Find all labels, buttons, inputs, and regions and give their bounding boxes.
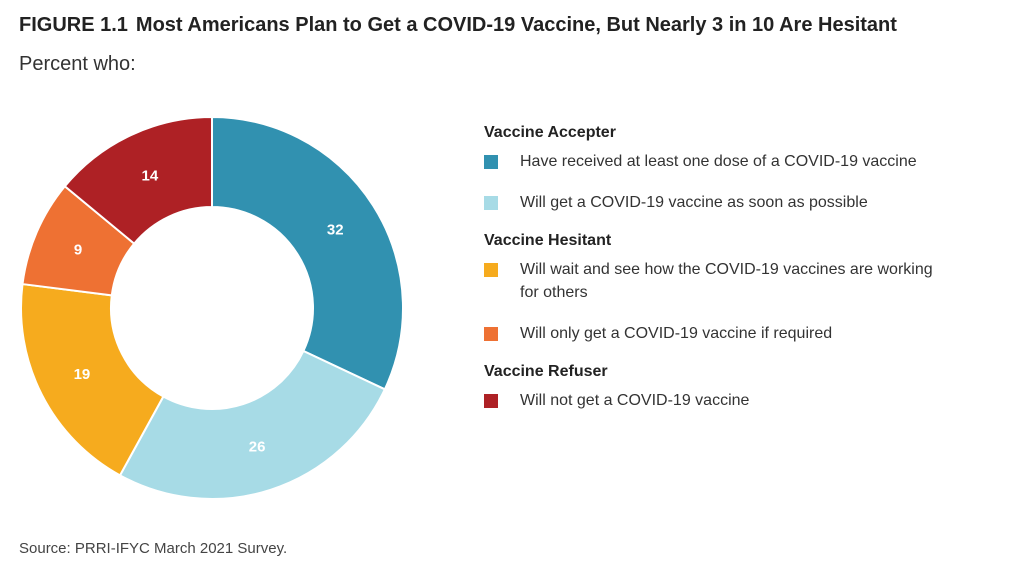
source-note: Source: PRRI-IFYC March 2021 Survey.: [19, 540, 288, 557]
legend-label-if-required: Will only get a COVID-19 vaccine if requ…: [520, 325, 833, 342]
legend-group-refuser: Vaccine Refuser Will not get a COVID-19 …: [484, 363, 1004, 412]
legend-group-title-refuser: Vaccine Refuser: [484, 363, 608, 380]
legend-label-asap: Will get a COVID-19 vaccine as soon as p…: [520, 194, 868, 211]
data-label-received-dose: 32: [327, 221, 344, 238]
legend-label-received-dose: Have received at least one dose of a COV…: [520, 153, 917, 170]
legend-label-will-not: Will not get a COVID-19 vaccine: [520, 392, 750, 409]
chart-subtitle: Percent who:: [19, 53, 136, 75]
donut-slice-received-dose: [211, 115, 404, 391]
legend-group-accepter: Vaccine Accepter Have received at least …: [484, 124, 1004, 214]
chart-title: FIGURE 1.1 Most Americans Plan to Get a C…: [19, 14, 897, 37]
legend-swatch-asap: [484, 196, 498, 210]
legend-item-asap: Will get a COVID-19 vaccine as soon as p…: [484, 191, 1004, 214]
legend: Vaccine Accepter Have received at least …: [484, 124, 1004, 430]
data-label-asap: 26: [249, 438, 266, 455]
legend-item-received-dose: Have received at least one dose of a COV…: [484, 150, 1004, 173]
data-label-wait-and-see: 19: [74, 366, 91, 383]
legend-label-wait-and-see: Will wait and see how the COVID-19 vacci…: [520, 261, 933, 301]
data-label-if-required: 9: [74, 242, 82, 259]
data-label-will-not: 14: [141, 167, 158, 184]
legend-swatch-wait-and-see: [484, 263, 498, 277]
legend-item-will-not: Will not get a COVID-19 vaccine: [484, 389, 1004, 412]
figure-title-text: Most Americans Plan to Get a COVID-19 Va…: [135, 14, 897, 36]
donut-slice-will-not: [63, 115, 213, 246]
legend-group-title-accepter: Vaccine Accepter: [484, 124, 616, 141]
legend-item-if-required: Will only get a COVID-19 vaccine if requ…: [484, 322, 1004, 345]
donut-slice-asap: [118, 349, 387, 500]
legend-item-wait-and-see: Will wait and see how the COVID-19 vacci…: [484, 258, 1004, 304]
legend-group-hesitant: Vaccine Hesitant Will wait and see how t…: [484, 232, 1004, 345]
legend-swatch-if-required: [484, 327, 498, 341]
legend-group-title-hesitant: Vaccine Hesitant: [484, 232, 612, 249]
figure-number: FIGURE 1.1: [19, 14, 128, 36]
legend-swatch-received-dose: [484, 155, 498, 169]
legend-swatch-will-not: [484, 394, 498, 408]
donut-slice-wait-and-see: [20, 282, 165, 477]
